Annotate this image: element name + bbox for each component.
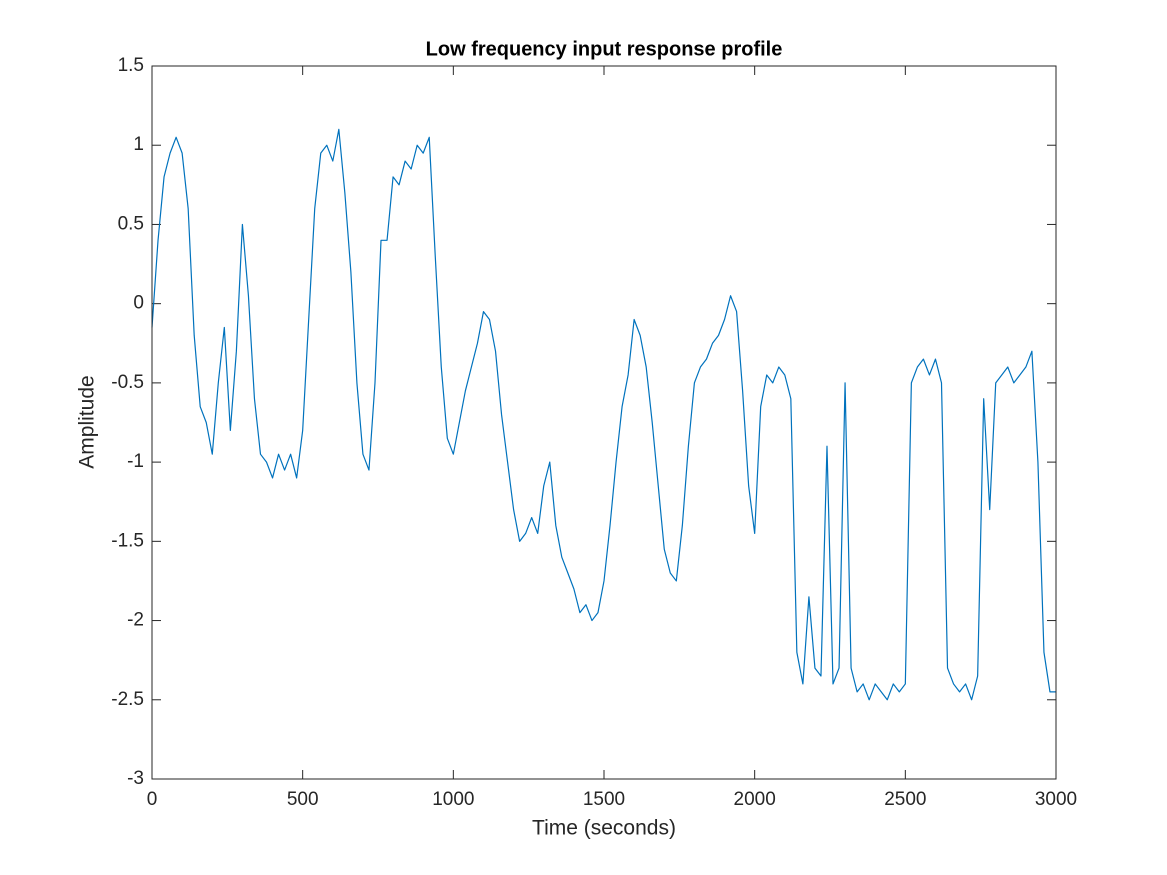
y-tick-label: 0.5 <box>118 213 144 234</box>
x-axis-label: Time (seconds) <box>532 817 676 840</box>
y-tick-label: -2.5 <box>111 689 144 710</box>
x-tick-label: 500 <box>287 789 319 810</box>
x-tick-label: 3000 <box>1035 789 1077 810</box>
y-tick-label: -3 <box>127 768 144 789</box>
y-tick-label: -2 <box>127 610 144 631</box>
x-tick-label: 1000 <box>432 789 474 810</box>
y-tick-label: -0.5 <box>111 372 144 393</box>
y-tick-label: -1 <box>127 451 144 472</box>
y-axis-label: Amplitude <box>76 375 99 468</box>
y-tick-label: 1.5 <box>118 55 144 76</box>
chart-title: Low frequency input response profile <box>426 38 783 60</box>
y-tick-label: -1.5 <box>111 530 144 551</box>
x-tick-label: 0 <box>147 789 158 810</box>
y-tick-label: 0 <box>133 293 144 314</box>
x-tick-label: 2000 <box>734 789 776 810</box>
data-line <box>151 128 1056 701</box>
y-tick-label: 1 <box>133 134 144 155</box>
x-tick-label: 2500 <box>884 789 926 810</box>
x-tick-label: 1500 <box>583 789 625 810</box>
axes-box <box>151 65 1057 780</box>
